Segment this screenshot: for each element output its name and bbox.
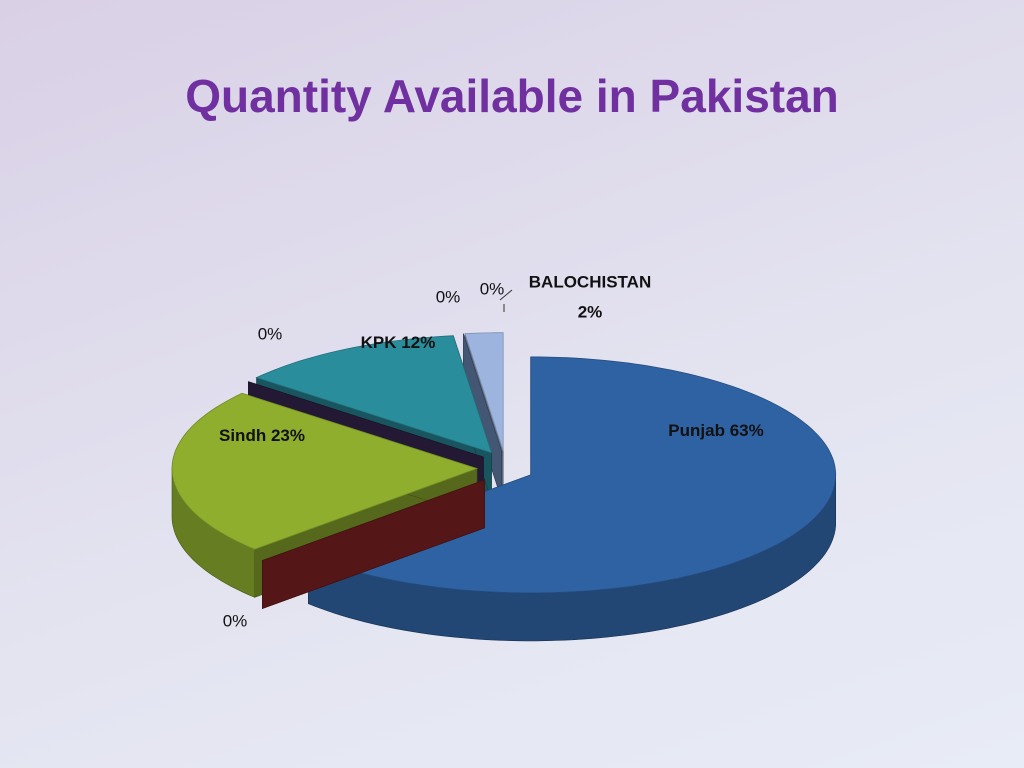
labels: Punjab 63% 0% Sindh 23% 0% KPK 12% 0% 0% BALOCH… — [219, 272, 764, 630]
category-label: BALOCHISTAN — [529, 272, 651, 291]
chart-title: Quantity Available in Pakistan — [185, 70, 839, 122]
category-label: Sindh — [219, 426, 266, 445]
slice — [255, 335, 493, 454]
value-label: 0% — [223, 611, 248, 630]
category-label: KPK — [361, 333, 398, 352]
slice-label: KPK 12% — [361, 333, 436, 352]
slice — [464, 332, 504, 451]
value-label: 0% — [258, 324, 283, 343]
value-label: 63% — [730, 421, 764, 440]
slice-label: Sindh 23% — [219, 426, 305, 445]
value-label: 23% — [271, 426, 305, 445]
slice — [171, 392, 479, 550]
category-label: Punjab — [668, 421, 725, 440]
value-label: 12% — [401, 333, 435, 352]
value-label: 0% — [436, 287, 461, 306]
value-label: 0% — [480, 279, 505, 298]
leader-line — [499, 289, 513, 312]
slice-label: Punjab 63% — [668, 421, 763, 440]
value-label: 2% — [578, 302, 603, 321]
slice-side-wall — [262, 479, 485, 610]
pie — [171, 332, 837, 642]
